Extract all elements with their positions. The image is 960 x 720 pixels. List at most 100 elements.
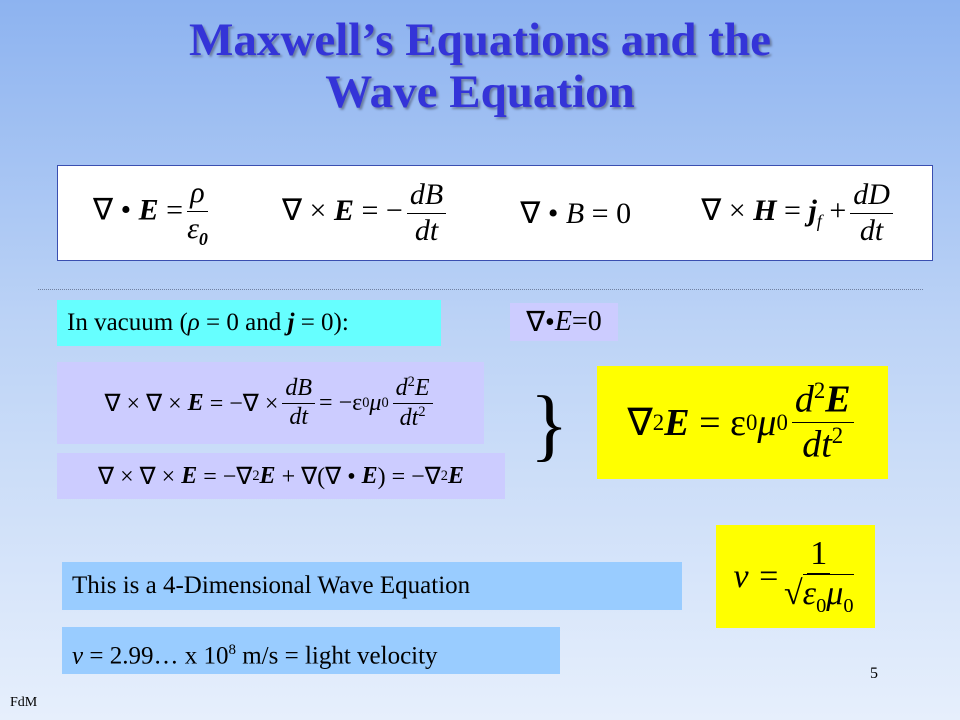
t: dt: [399, 404, 419, 431]
t: = −∇: [203, 463, 253, 490]
t: ρ: [187, 309, 200, 336]
t: =: [784, 193, 801, 227]
t: √: [783, 575, 803, 613]
fraction: ρ ε0: [187, 176, 208, 249]
gauss-e: ∇ • E = ρ ε0: [93, 176, 212, 249]
t: ) = −∇: [377, 463, 441, 490]
t: 0: [362, 394, 370, 411]
t: = 2.99… x 10: [83, 642, 229, 670]
page-number: 5: [870, 665, 878, 682]
t: E: [414, 374, 430, 401]
gauss-b: ∇ • B = 0: [520, 196, 631, 231]
t: μ: [757, 401, 777, 444]
t: dt: [289, 403, 309, 430]
title: Maxwell’s Equations and the Wave Equation: [0, 14, 960, 118]
t: 2: [252, 467, 260, 484]
curl-curl-1: ∇ × ∇ × E = −∇ × dB dt = −ε 0 μ 0 d2E dt2: [57, 362, 484, 444]
t: H: [753, 193, 777, 227]
t: In vacuum (: [67, 309, 188, 336]
fraction: d2E dt2: [791, 377, 854, 468]
t: 1: [807, 534, 831, 575]
t: dt: [859, 213, 884, 247]
t: 2: [418, 403, 426, 420]
t: ∇ •: [520, 196, 559, 230]
statement: This is a 4-Dimensional Wave Equation: [62, 562, 682, 610]
t: dt: [414, 213, 439, 247]
t: = −∇ ×: [209, 390, 279, 417]
fraction: 1 √ε0μ0: [784, 534, 854, 618]
ampere: ∇ × H = jf + dD dt: [701, 178, 897, 248]
t: 2: [831, 423, 844, 448]
t: 0: [198, 228, 208, 249]
div-e-box: ∇• E =0: [510, 303, 618, 341]
t: ∇ ×: [281, 193, 327, 227]
speed-equation: v = 1 √ε0μ0: [716, 525, 875, 628]
title-line: Wave Equation: [325, 66, 635, 118]
radicand: ε0μ0: [802, 574, 854, 617]
t: ε: [187, 211, 199, 245]
t: = −ε: [319, 389, 363, 416]
t: ∇ × ∇ ×: [104, 390, 182, 417]
t: 0: [381, 394, 389, 411]
t: E: [181, 462, 198, 489]
t: j: [808, 193, 817, 227]
fraction: dB dt: [282, 375, 316, 431]
fraction: dD dt: [850, 178, 893, 248]
t: =0: [571, 306, 602, 337]
separator: [38, 289, 923, 290]
t: = 0 and: [199, 309, 288, 336]
t: = 0: [591, 196, 632, 230]
light-speed: v = 2.99… x 108 m/s = light velocity: [62, 627, 560, 674]
fraction: dB dt: [406, 178, 447, 248]
t: ∇ × ∇ ×: [98, 463, 176, 490]
t: v: [72, 642, 84, 670]
t: m/s = light velocity: [235, 642, 438, 670]
t: E: [138, 193, 159, 227]
t: E: [664, 401, 690, 444]
wave-equation: ∇ 2 E = ε 0 μ 0 d2E dt2: [597, 366, 888, 479]
t: ∇ ×: [701, 193, 746, 227]
t: v =: [733, 557, 780, 595]
t: ∇ •: [93, 193, 132, 227]
t: E: [259, 462, 276, 489]
t: = 0):: [294, 309, 349, 336]
t: f: [816, 210, 822, 231]
t: 8: [228, 642, 236, 658]
t: ∇•: [526, 307, 555, 338]
t: = ε: [699, 401, 746, 444]
t: ε: [802, 575, 817, 613]
t: +: [829, 193, 847, 227]
t: 2: [440, 467, 448, 484]
t: 0: [745, 409, 758, 435]
t: d: [794, 378, 814, 421]
t: E: [361, 462, 378, 489]
t: 2: [652, 409, 665, 435]
t: μ: [369, 389, 382, 416]
maxwell-box: ∇ • E = ρ ε0 ∇ × E = − dB dt ∇ • B = 0 ∇ × H…: [57, 165, 933, 261]
t: = −: [361, 193, 403, 227]
fraction: d2E dt2: [392, 373, 433, 432]
t: j: [287, 309, 295, 336]
t: 0: [843, 595, 854, 618]
t: + ∇(∇ •: [281, 463, 356, 490]
t: 2: [813, 377, 826, 403]
footer: FdM: [10, 695, 38, 710]
t: dD: [850, 178, 893, 214]
t: E: [333, 193, 354, 227]
t: 2: [407, 373, 415, 390]
t: E: [447, 462, 464, 489]
t: dB: [406, 178, 447, 214]
t: d: [395, 374, 408, 401]
t: 0: [816, 595, 827, 618]
vacuum-box: In vacuum (ρ = 0 and j = 0):: [57, 300, 441, 346]
t: =: [166, 193, 184, 227]
t: E: [825, 378, 851, 421]
t: ∇: [627, 402, 653, 444]
t: 0: [776, 409, 788, 435]
title-line: Maxwell’s Equations and the: [189, 14, 771, 66]
t: ρ: [187, 176, 208, 212]
t: E: [187, 389, 204, 416]
brace: }: [530, 381, 569, 469]
t: B: [565, 196, 585, 230]
